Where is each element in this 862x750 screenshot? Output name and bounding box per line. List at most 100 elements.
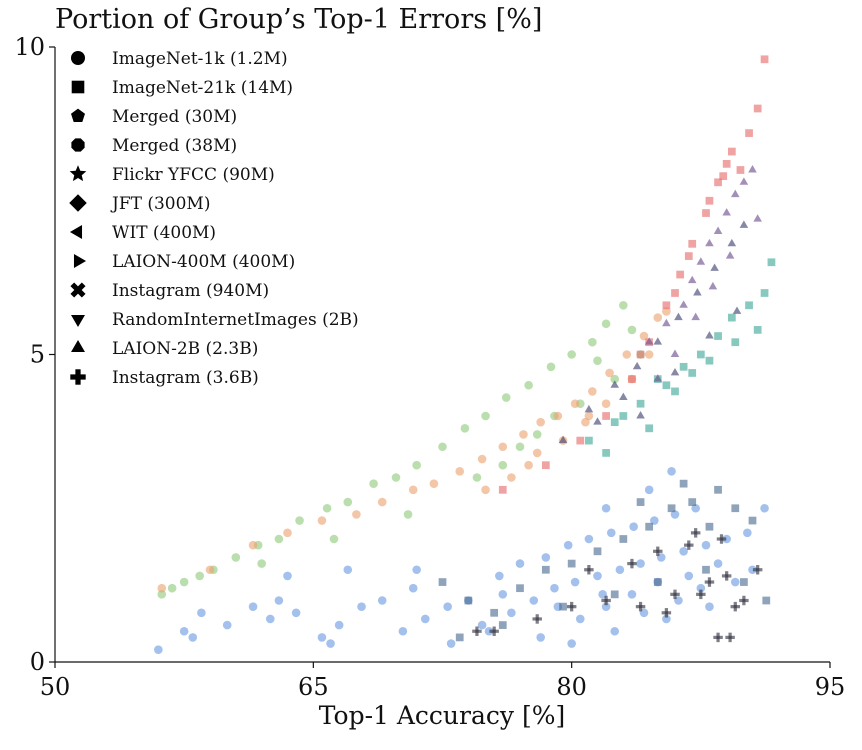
data-point: [739, 595, 749, 606]
data-point-bar-b: [532, 617, 542, 621]
data-point-bar-b: [713, 635, 723, 640]
triangle-down-legend-marker: [71, 314, 85, 328]
plus-legend-marker-bar-b: [70, 374, 86, 380]
y-tick-label: 0: [30, 648, 45, 676]
data-point: [662, 301, 671, 310]
data-point: [725, 632, 735, 643]
legend-entry: Merged (30M): [71, 107, 237, 127]
data-point: [334, 620, 344, 630]
data-point: [745, 301, 753, 310]
data-point: [593, 417, 602, 425]
data-point: [498, 590, 508, 599]
data-point: [519, 430, 528, 439]
data-point: [602, 449, 610, 457]
data-point: [524, 380, 533, 390]
data-point: [446, 639, 456, 648]
data-point: [622, 350, 632, 359]
data-point: [671, 387, 679, 396]
data-point: [575, 614, 585, 624]
legend-label: LAION-2B (2.3B): [112, 339, 258, 359]
series-group-dark: [472, 528, 763, 643]
data-point: [748, 165, 757, 173]
data-point: [484, 626, 494, 636]
data-point: [687, 275, 697, 284]
data-point: [619, 301, 628, 310]
data-point: [274, 596, 284, 605]
data-point: [696, 589, 706, 600]
data-point: [696, 350, 705, 359]
data-point: [563, 540, 573, 550]
data-point: [343, 497, 353, 507]
data-point: [748, 516, 757, 525]
data-point-bar-b: [601, 598, 611, 603]
data-point: [222, 620, 232, 630]
legend-entry: ImageNet-21k (14M): [71, 78, 293, 98]
square-legend-marker: [71, 80, 85, 94]
data-point: [671, 289, 679, 297]
legend-entry: Instagram (3.6B): [70, 368, 259, 388]
data-point: [536, 633, 545, 642]
data-point: [667, 504, 676, 513]
data-point: [584, 411, 594, 421]
data-point: [645, 424, 654, 433]
data-point-bar-b: [670, 592, 680, 596]
data-point: [722, 534, 731, 544]
legend-label: RandomInternetImages (2B): [112, 310, 359, 330]
data-point: [650, 516, 659, 525]
data-point: [610, 380, 619, 388]
data-point: [688, 498, 697, 506]
data-point: [408, 583, 418, 593]
data-point: [730, 577, 740, 587]
data-point: [719, 172, 728, 181]
triangle-left-legend-marker: [69, 225, 83, 239]
data-point: [752, 565, 763, 575]
data-point: [740, 578, 748, 586]
data-point: [357, 602, 366, 611]
data-point: [326, 639, 335, 648]
data-point: [670, 368, 680, 376]
data-point: [610, 626, 620, 636]
legend-label: Merged (30M): [112, 107, 237, 127]
data-point: [610, 418, 619, 427]
data-point: [753, 104, 762, 113]
data-point: [644, 337, 654, 345]
x-tick-label: 95: [815, 673, 846, 701]
data-point: [653, 578, 662, 586]
data-point: [753, 326, 762, 334]
data-point-bar-b: [489, 629, 499, 633]
data-point: [639, 331, 649, 341]
data-point: [619, 412, 628, 420]
data-point: [710, 263, 719, 271]
data-point: [645, 522, 654, 531]
data-point: [283, 528, 292, 538]
data-point: [231, 553, 241, 562]
data-point: [653, 546, 663, 557]
data-point: [705, 238, 714, 247]
data-point: [391, 473, 401, 482]
data-point: [653, 337, 663, 345]
data-point-bar-b: [716, 537, 727, 541]
data-point: [576, 436, 585, 445]
data-point: [529, 596, 539, 605]
legend-entry: Instagram (940M): [70, 281, 269, 301]
data-point: [662, 307, 671, 316]
data-point: [739, 177, 749, 185]
data-point: [429, 479, 439, 488]
legend-label: LAION-400M (400M): [112, 252, 295, 272]
data-point: [679, 479, 688, 488]
data-point: [629, 522, 638, 531]
data-point: [653, 374, 663, 382]
x-ticks: 50 65 80 95: [40, 662, 846, 701]
legend-label: ImageNet-21k (14M): [112, 78, 293, 98]
data-point: [615, 565, 625, 575]
data-point: [667, 467, 676, 476]
data-point-bar-b: [635, 605, 646, 609]
data-point: [670, 510, 680, 519]
triangle-up-legend-marker: [71, 339, 85, 353]
data-point: [490, 608, 499, 617]
data-point: [739, 220, 749, 228]
octagon-legend-marker: [71, 138, 85, 152]
data-point: [157, 583, 167, 593]
legend-entry: JFT (300M): [69, 194, 210, 214]
data-point: [722, 208, 731, 216]
